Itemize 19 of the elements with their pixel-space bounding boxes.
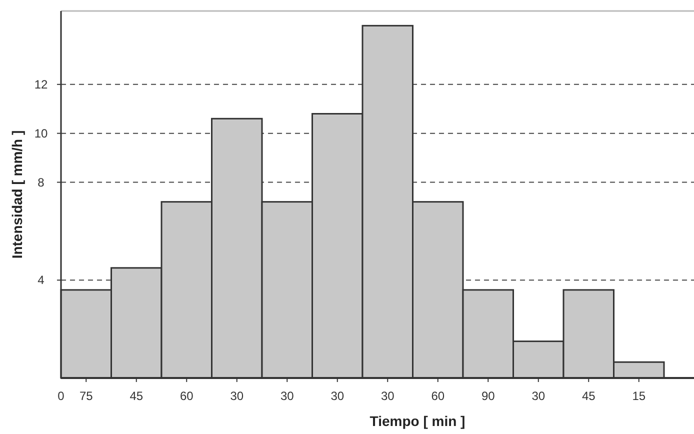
x-tick-label: 30 — [230, 389, 244, 403]
x-tick-label: 60 — [431, 389, 445, 403]
y-axis-title: Intensidad [ mm/h ] — [9, 130, 25, 259]
x-tick-label: 30 — [532, 389, 546, 403]
text: 0 — [58, 389, 65, 403]
y-tick-label: 10 — [34, 126, 48, 140]
x-tick-label: 75 — [79, 389, 94, 403]
y-tick-label: 4 — [38, 273, 45, 288]
x-tick-label: 90 — [481, 389, 496, 403]
x-tick-label: 45 — [582, 389, 596, 403]
x-tick-label: 45 — [130, 389, 144, 403]
x-tick-label: 30 — [380, 389, 395, 403]
y-tick-label: 8 — [38, 175, 45, 190]
x-tick-label: 30 — [280, 389, 294, 403]
y-tick-label: 12 — [34, 77, 48, 92]
x-tick-label: 15 — [632, 389, 646, 403]
x-axis-title: Tiempo [ min ] — [370, 413, 466, 429]
x-tick-label: 30 — [330, 389, 344, 403]
x-tick-label: 60 — [180, 389, 194, 403]
